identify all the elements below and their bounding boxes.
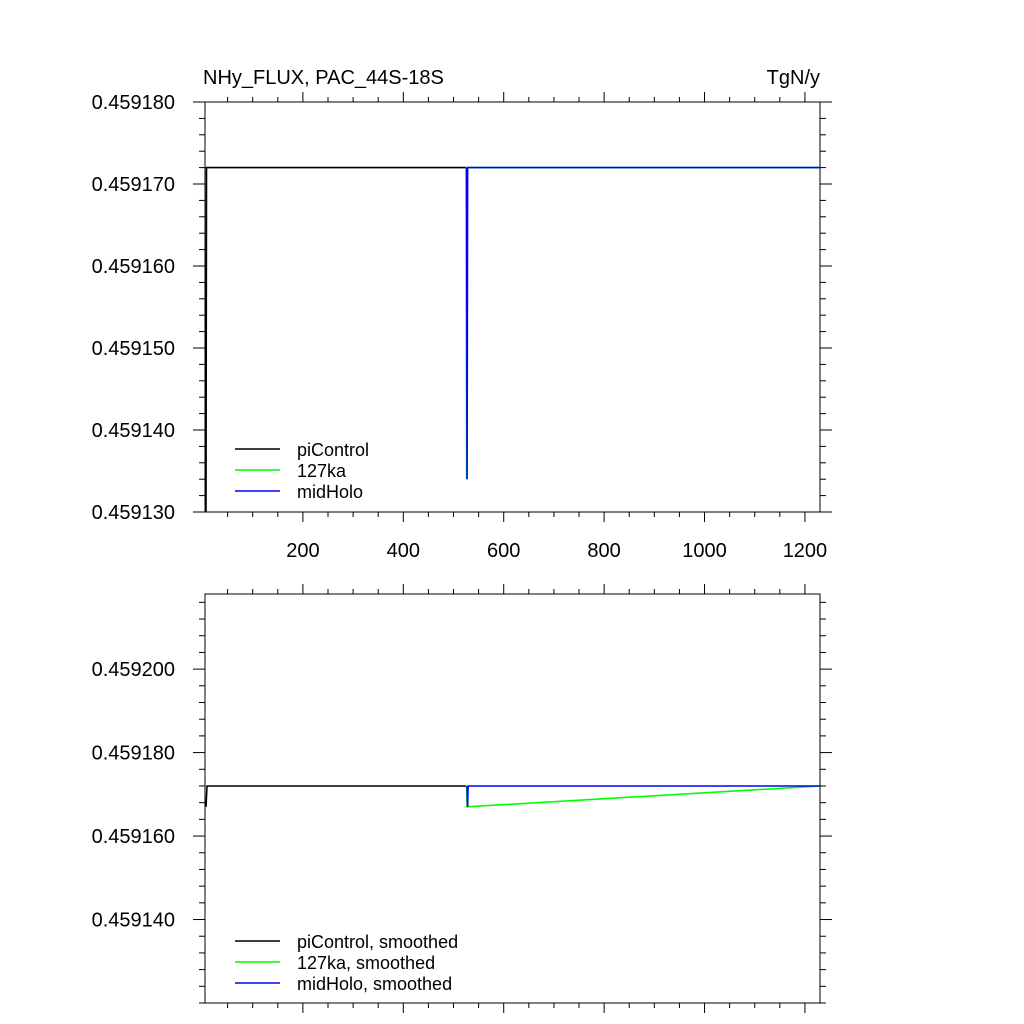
legend-label: midHolo, smoothed [297, 974, 452, 994]
x-tick-label: 1000 [682, 540, 727, 562]
legend-label: piControl [297, 440, 369, 460]
bottom-panel: 0.459140 0.459160 0.459180 0.459200 piContro… [92, 584, 832, 1013]
units-label: TgN/y [767, 67, 820, 89]
series-line-picontrol [205, 166, 467, 512]
series-line-picontrol-smoothed [205, 785, 467, 807]
legend-label: 127ka [297, 461, 347, 481]
x-tick-label: 800 [587, 540, 620, 562]
x-tick-label: 200 [286, 540, 319, 562]
series-group [205, 785, 820, 808]
y-tick-label: 0.459150 [92, 338, 175, 360]
series-line-127ka [465, 166, 820, 480]
series-group [205, 166, 820, 512]
plot-frame [204, 593, 821, 1004]
x-tick-label: 400 [387, 540, 420, 562]
legend-label: piControl, smoothed [297, 932, 458, 952]
y-tick-label: 0.459140 [92, 910, 175, 932]
series-line-127ka-smoothed [465, 785, 820, 808]
x-tick-label: 600 [487, 540, 520, 562]
x-tick-label: 1200 [783, 540, 828, 562]
series-line-midholo [465, 166, 820, 480]
y-tick-label: 0.459160 [92, 826, 175, 848]
y-tick-label: 0.459170 [92, 174, 175, 196]
y-tick-label: 0.459140 [92, 420, 175, 442]
series-line-midholo-smoothed [466, 785, 820, 807]
top-panel: 200 400 600 800 1000 1200 0.459130 0.459140 0.45… [92, 67, 832, 562]
legend-label: midHolo [297, 482, 363, 502]
y-tick-label: 0.459160 [92, 256, 175, 278]
chart-title: NHy_FLUX, PAC_44S-18S [203, 67, 444, 89]
y-tick-label: 0.459180 [92, 743, 175, 765]
legend-label: 127ka, smoothed [297, 953, 435, 973]
plot-frame [204, 101, 821, 513]
y-tick-label: 0.459180 [92, 92, 175, 114]
y-tick-label: 0.459200 [92, 659, 175, 681]
y-tick-label: 0.459130 [92, 502, 175, 524]
